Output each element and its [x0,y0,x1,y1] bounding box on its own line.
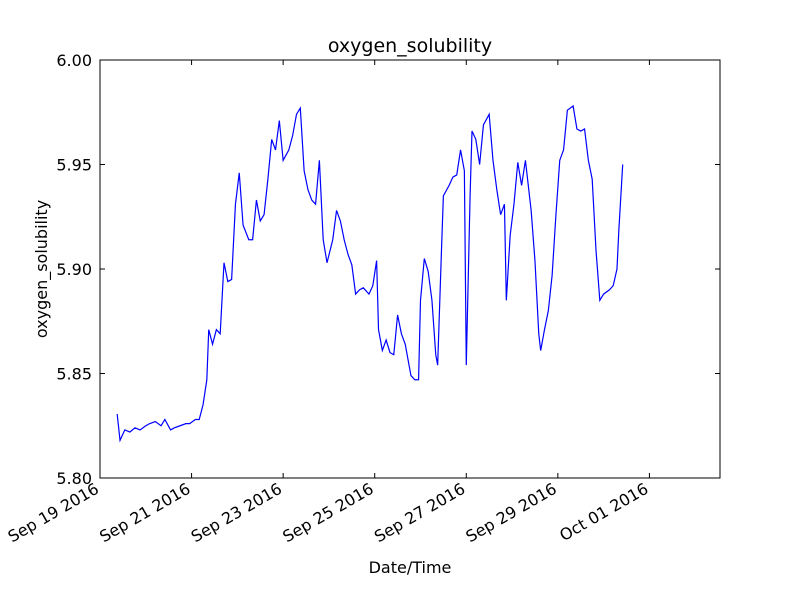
y-tick-label: 5.95 [56,156,92,175]
data-line [116,104,624,443]
x-axis-label: Date/Time [369,558,452,577]
plot-frame [99,59,721,479]
y-tick-label: 5.85 [56,365,92,384]
y-axis-label: oxygen_solubility [32,200,52,338]
y-tick-label: 5.90 [56,260,92,279]
y-tick-label: 5.80 [56,469,92,488]
y-tick-label: 6.00 [56,51,92,70]
chart-title: oxygen_solubility [328,35,492,57]
